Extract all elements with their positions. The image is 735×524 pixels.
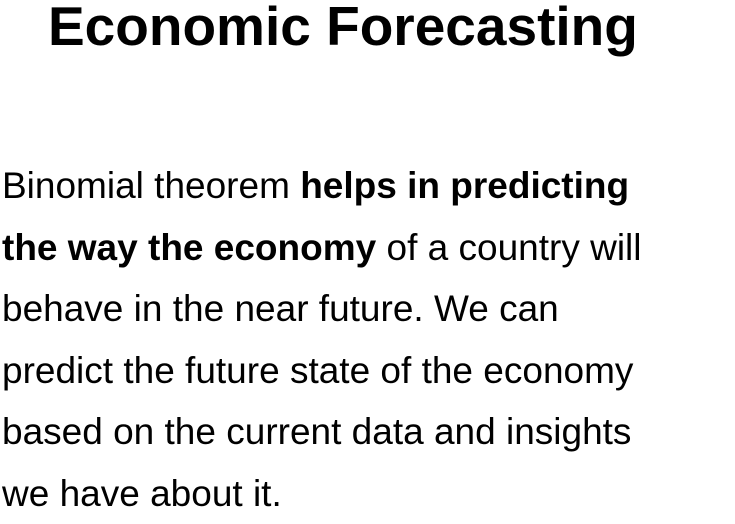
page-title: Economic Forecasting: [48, 0, 638, 58]
paragraph-line-2: the way the economy of a country will: [2, 217, 735, 279]
text-run: Binomial theorem: [2, 165, 300, 206]
paragraph-line-5: based on the current data and insights: [2, 401, 735, 463]
paragraph-line-4: predict the future state of the economy: [2, 340, 735, 402]
paragraph-line-1: Binomial theorem helps in predicting: [2, 155, 735, 217]
text-run: of a country will: [376, 227, 641, 268]
paragraph-line-6: we have about it.: [2, 463, 735, 524]
emphasis-text: the way the economy: [2, 227, 376, 268]
body-paragraph: Binomial theorem helps in predicting the…: [2, 155, 735, 524]
emphasis-text: helps in predicting: [300, 165, 629, 206]
paragraph-line-3: behave in the near future. We can: [2, 278, 735, 340]
